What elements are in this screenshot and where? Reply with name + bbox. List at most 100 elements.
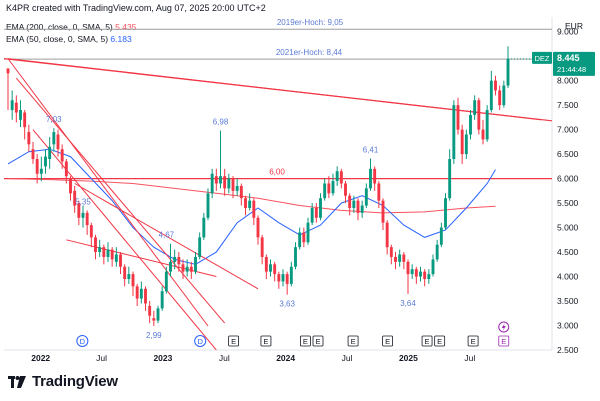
candle-body <box>6 68 10 74</box>
candle-body <box>489 80 493 111</box>
price-tick: 6.500 <box>557 149 579 159</box>
earnings-marker-box <box>382 335 394 347</box>
price-tick: 5.000 <box>557 223 579 233</box>
candle-body <box>169 261 172 272</box>
candle-body <box>419 271 422 277</box>
candle-body <box>19 110 22 120</box>
candle-body <box>39 168 43 174</box>
time-tick: Jul <box>464 353 475 363</box>
price-annotation: 3,63 <box>279 300 295 309</box>
candle-body <box>260 237 264 257</box>
candle-body <box>289 266 293 284</box>
candle-body <box>139 288 143 299</box>
candle-body <box>348 195 352 208</box>
candle-body <box>356 200 360 213</box>
candle-body <box>277 274 281 282</box>
time-tick: 2025 <box>399 353 418 363</box>
candle-body <box>73 190 77 206</box>
candle-body <box>98 247 102 253</box>
candle-body <box>35 159 39 174</box>
trend-line <box>32 129 217 350</box>
candle-body <box>281 274 285 282</box>
candle-body <box>152 318 156 321</box>
ema200-line <box>7 178 496 214</box>
price-annotation: 2,99 <box>146 331 162 340</box>
candle-body <box>194 256 197 272</box>
candle-body <box>444 198 447 228</box>
candle-body <box>344 183 347 196</box>
candle-body <box>431 259 435 275</box>
symbol-tag: DEZ <box>535 54 550 63</box>
candle-body <box>381 200 385 223</box>
candle-body <box>56 134 60 150</box>
candle-body <box>414 269 418 277</box>
earnings-marker-box <box>312 335 324 347</box>
candle-body <box>406 261 410 275</box>
time-tick: 2023 <box>153 353 172 363</box>
candle-body <box>477 100 481 130</box>
resistance-line <box>4 58 552 122</box>
candle-body <box>185 266 189 272</box>
candle-body <box>264 256 268 272</box>
candle-body <box>135 286 139 299</box>
legend-ema200[interactable]: EMA (200, close, 0, SMA, 5) 5.435 <box>6 21 136 33</box>
candle-body <box>85 212 89 226</box>
candle-body <box>69 178 72 194</box>
candle-body <box>123 266 127 279</box>
candle-body <box>410 269 414 275</box>
time-tick: Jul <box>342 353 353 363</box>
earnings-marker-box <box>260 335 272 347</box>
last-price-time: 21:44:48 <box>557 65 586 74</box>
horizontal-line-label: 2019er-Hoch: 9,05 <box>277 18 344 27</box>
candle-body <box>60 149 64 162</box>
candle-body <box>306 222 310 243</box>
price-tick: 7.500 <box>557 100 579 110</box>
candle-body <box>269 264 272 272</box>
candle-body <box>369 168 372 189</box>
upcoming-earnings-label: E <box>501 337 506 346</box>
candle-body <box>189 266 193 272</box>
candle-body <box>127 274 131 279</box>
candle-body <box>10 100 14 111</box>
candle-body <box>219 176 222 184</box>
currency-label: EUR <box>565 21 583 31</box>
candle-body <box>435 244 439 260</box>
legend-ema50-value: 6.183 <box>110 34 132 44</box>
last-price-tag-bg <box>553 51 595 76</box>
candle-body <box>481 129 485 140</box>
candle-body <box>102 247 106 257</box>
candle-body <box>310 207 314 223</box>
candle-body <box>164 271 168 292</box>
candle-body <box>498 90 502 106</box>
time-tick: 2022 <box>31 353 50 363</box>
legend-ema50[interactable]: EMA (50, close, 0, SMA, 5) 6.183 <box>6 33 136 45</box>
candle-body <box>439 227 443 245</box>
earnings-marker-box <box>434 335 446 347</box>
horizontal-line-label: 6,00 <box>269 168 285 177</box>
candle-body <box>373 168 377 184</box>
price-tick: 4.000 <box>557 272 579 282</box>
candle-body <box>452 105 456 160</box>
price-annotation: 7,03 <box>46 115 62 124</box>
candle-body <box>456 105 460 130</box>
earnings-marker: E <box>434 335 446 347</box>
tradingview-logo[interactable]: TradingView <box>8 373 118 390</box>
candle-body <box>77 203 81 218</box>
candle-body <box>114 254 118 262</box>
candle-body <box>248 200 252 208</box>
candle-body <box>460 129 464 155</box>
candle-body <box>469 114 472 135</box>
earnings-marker-label: E <box>231 337 236 346</box>
candle-body <box>144 288 147 304</box>
candle-body <box>110 249 114 260</box>
candle-body <box>427 274 431 279</box>
candle-body <box>273 264 277 275</box>
candle-body <box>131 274 135 287</box>
candle-body <box>148 305 152 316</box>
dividend-marker: D <box>194 335 207 347</box>
earnings-marker-box <box>467 335 479 347</box>
chart-header: K4PR created with TradingView.com, Aug 0… <box>6 3 266 13</box>
price-tick: 3.500 <box>557 296 579 306</box>
price-tick: 9.000 <box>557 27 579 37</box>
